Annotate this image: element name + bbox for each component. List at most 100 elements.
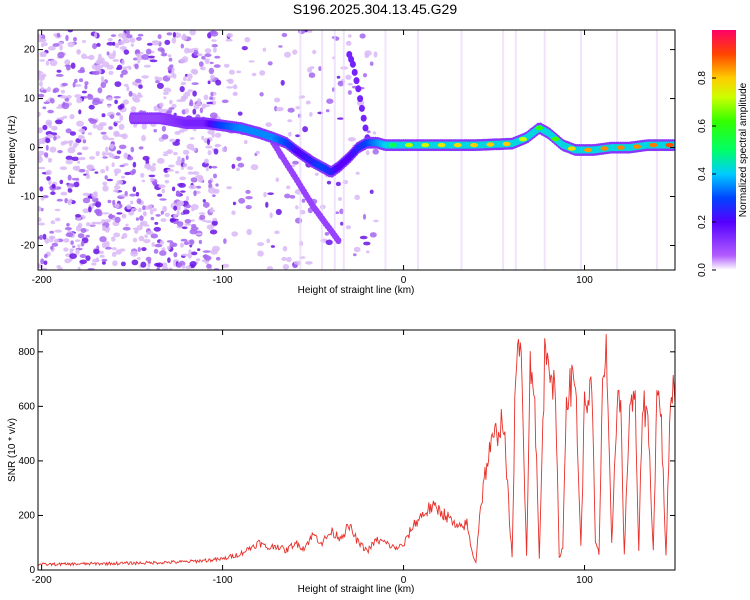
spectrogram-noise-cell [212, 194, 216, 198]
spectrogram-noise-cell [289, 195, 296, 199]
spectrogram-noise-cell [38, 156, 43, 163]
spectrogram-noise-cell [120, 236, 125, 240]
spectrogram-noise-cell [142, 205, 146, 211]
spectrogram-noise-cell [108, 213, 113, 220]
spectrogram-noise-cell [204, 59, 210, 64]
spectrogram-noise-cell [157, 157, 165, 164]
spectrogram-noise-cell [93, 248, 100, 255]
spectrogram-noise-cell [39, 81, 43, 87]
spectrogram-noise-cell [59, 44, 63, 51]
spectrogram-noise-cell [67, 188, 73, 193]
spectrogram-noise-cell [324, 232, 330, 236]
spectrogram-noise-cell [148, 174, 156, 178]
spectrogram-noise-cell [196, 53, 203, 57]
spectrogram-noise-cell [202, 259, 206, 263]
spectrogram-noise-cell [149, 209, 154, 215]
spectrogram-noise-cell [188, 249, 192, 254]
spectrogram-noise-cell [196, 103, 202, 106]
spectrogram-noise-cell [82, 208, 90, 214]
spectrogram-noise-cell [171, 67, 175, 72]
spectrogram-noise-cell [82, 197, 91, 204]
spectrogram-noise-cell [202, 199, 206, 203]
spectrogram-noise-cell [195, 232, 203, 236]
spectrogram-noise-cell [47, 157, 53, 163]
spectrogram-branch-cell [362, 124, 369, 132]
spectrogram-noise-cell [162, 266, 169, 270]
spectrogram-noise-cell [114, 171, 118, 177]
spectrogram-noise-cell [188, 184, 197, 190]
spectrogram-noise-cell [48, 46, 56, 51]
spectrogram-noise-cell [180, 242, 184, 248]
spectrogram-noise-cell [64, 227, 72, 231]
spectrogram-noise-cell [87, 93, 91, 97]
spectrogram-noise-cell [108, 126, 113, 130]
spectrogram-noise-cell [45, 60, 50, 66]
colorbar-tick-label: 0.8 [697, 71, 708, 85]
spectrogram-noise-cell [64, 64, 71, 68]
spectrogram-noise-cell [76, 120, 84, 127]
spectrogram-noise-cell [281, 32, 288, 38]
spectrogram-noise-cell [181, 253, 189, 257]
spectrogram-noise-cell [154, 221, 159, 225]
spectrogram-noise-cell [191, 147, 197, 152]
spectrogram-noise-cell [176, 210, 180, 216]
spectrogram-noise-cell [162, 91, 169, 96]
spectrogram-noise-cell [53, 87, 60, 93]
spectrogram-noise-cell [179, 58, 187, 64]
spectrogram-noise-cell [284, 193, 291, 199]
spectrogram-noise-cell [121, 213, 127, 219]
spectrogram-noise-cell [336, 75, 341, 79]
spectrogram-noise-cell [104, 246, 112, 250]
spectrogram-noise-cell [143, 64, 151, 68]
spectrogram-noise-cell [215, 79, 222, 86]
spectrogram-noise-cell [80, 228, 87, 233]
spectrogram-noise-cell [138, 146, 144, 150]
spectrogram-noise-cell [172, 242, 178, 247]
spectrogram-noise-cell [167, 257, 171, 263]
spectrogram-noise-cell [305, 261, 313, 265]
spectrogram-noise-cell [214, 55, 221, 59]
spectrogram-noise-cell [169, 99, 173, 105]
spectrogram-noise-cell [226, 32, 233, 38]
spectrogram-noise-cell [102, 134, 109, 141]
spectrogram-noise-cell [102, 181, 108, 186]
snr-x-ticks: -200 -100 0 100 [32, 330, 593, 586]
spectrogram-noise-cell [123, 83, 129, 87]
spectrogram-noise-cell [232, 84, 238, 90]
spectrogram-noise-cell [81, 53, 87, 60]
spectrogram-noise-cell [189, 137, 195, 140]
spectrogram-noise-cell [147, 263, 151, 268]
spectrogram-noise-cell [141, 247, 147, 252]
snr-y-axis-label: SNR (10 * v/v) [7, 418, 18, 482]
spectrogram-noise-cell [38, 70, 42, 76]
spectrogram-noise-cell [209, 96, 214, 100]
spectrogram-noise-cell [211, 44, 218, 48]
spectrogram-noise-cell [180, 95, 187, 102]
spectrogram-noise-cell [67, 174, 72, 181]
spectrogram-noise-cell [325, 109, 330, 113]
spectrogram-noise-cell [206, 138, 211, 145]
spectrogram-noise-cell [67, 185, 72, 189]
spectrogram-noise-cell [73, 181, 80, 188]
spectrogram-noise-cell [198, 61, 204, 67]
spectrogram-noise-cell [120, 175, 126, 179]
spectrogram-noise-cell [120, 73, 124, 78]
spectrogram-noise-cell [108, 152, 113, 158]
spectrogram-noise-cell [65, 155, 73, 161]
spectrogram-marks [38, 30, 675, 270]
spectrogram-noise-cell [112, 189, 119, 193]
spectrogram-noise-cell [78, 168, 86, 173]
spectrogram-noise-cell [214, 132, 222, 138]
spectrogram-noise-cell [372, 148, 379, 155]
spectrogram-noise-cell [369, 232, 377, 238]
spectrogram-noise-cell [72, 81, 76, 88]
spectrogram-noise-cell [91, 262, 97, 266]
spectrogram-noise-cell [107, 137, 115, 141]
spectrogram-noise-cell [181, 34, 188, 41]
spectrogram-noise-cell [196, 185, 202, 189]
spectrogram-noise-cell [192, 69, 199, 75]
spectrogram-noise-cell [195, 174, 203, 179]
spectrogram-noise-cell [203, 58, 210, 61]
spectrogram-noise-cell [228, 69, 235, 75]
spectrogram-noise-cell [51, 125, 58, 131]
